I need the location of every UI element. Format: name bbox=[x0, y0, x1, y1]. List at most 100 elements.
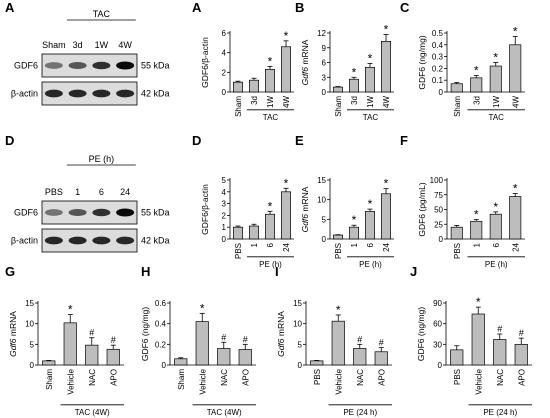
blot-row-label: β-actin bbox=[11, 89, 38, 99]
blot-band bbox=[68, 61, 87, 70]
x-tick-label: NAC bbox=[220, 369, 229, 386]
significance-asterisk: * bbox=[336, 303, 341, 317]
x-tick-label: 3d bbox=[350, 96, 359, 105]
x-tick-label: 24 bbox=[282, 242, 291, 251]
blot-band bbox=[92, 236, 111, 245]
panel-label: A bbox=[5, 0, 15, 15]
blot-header-label: PE (h) bbox=[89, 154, 115, 164]
bar bbox=[281, 46, 291, 93]
bar-chart-h: H 0 0.2 0.4 0.6 GDF6 (ng/mg) Sham * Vehicle # NAC #… bbox=[140, 264, 256, 417]
significance-asterisk: * bbox=[368, 197, 373, 211]
x-tick-label: 3d bbox=[472, 96, 481, 105]
group-label: TAC bbox=[489, 113, 505, 122]
y-tick-label: 12 bbox=[317, 29, 326, 38]
y-tick-label: 0 bbox=[439, 235, 444, 244]
blot-band bbox=[68, 236, 87, 245]
significance-asterisk: * bbox=[268, 199, 273, 213]
blot-membrane bbox=[41, 53, 138, 78]
x-tick-label: APO bbox=[377, 369, 386, 386]
bar bbox=[249, 225, 259, 240]
y-tick-label: 4 bbox=[222, 188, 227, 197]
blot-row-label: GDF6 bbox=[14, 61, 38, 71]
significance-asterisk: * bbox=[384, 22, 389, 36]
bar bbox=[509, 196, 522, 240]
y-tick-label: 3 bbox=[322, 73, 327, 82]
x-tick-label: Vehicle bbox=[334, 368, 343, 394]
bar bbox=[233, 226, 243, 240]
y-axis-label-gene: Gdf6 bbox=[300, 67, 310, 86]
blot-band bbox=[116, 236, 135, 245]
bar bbox=[63, 322, 77, 366]
western-blot-a: A TAC Sham 3d 1W 4W GDF6 55 kDa β-actin 42 kDa bbox=[5, 0, 170, 106]
x-tick-label: Sham bbox=[234, 96, 243, 117]
lane-label: 1 bbox=[75, 187, 80, 197]
x-tick-label: 4W bbox=[282, 96, 291, 108]
significance-asterisk: * bbox=[513, 182, 518, 196]
y-tick-label: 0 bbox=[162, 361, 167, 370]
x-tick-label: Sham bbox=[453, 96, 462, 117]
significance-hash: # bbox=[497, 324, 502, 334]
y-tick-label: 10 bbox=[25, 320, 34, 329]
group-label: TAC bbox=[363, 113, 379, 122]
bar bbox=[238, 349, 252, 366]
panel-label: I bbox=[275, 264, 279, 279]
blot-size-label: 55 kDa bbox=[141, 208, 170, 218]
y-tick-label: 15 bbox=[25, 299, 34, 308]
significance-asterisk: * bbox=[493, 51, 498, 65]
panel-label: D bbox=[5, 133, 14, 148]
y-axis-label-gene: Gdf6 bbox=[8, 338, 18, 357]
blot-band bbox=[92, 89, 111, 98]
blot-size-label: 55 kDa bbox=[141, 61, 170, 71]
x-tick-label: 24 bbox=[382, 242, 391, 251]
y-axis-label: Gdf6 mRNA bbox=[300, 186, 310, 232]
panel-label: A bbox=[192, 0, 202, 15]
group-label: TAC (4W) bbox=[75, 408, 110, 417]
x-tick-label: NAC bbox=[496, 369, 505, 386]
bar bbox=[106, 348, 120, 366]
blot-band bbox=[116, 89, 135, 98]
y-axis-label-text: GDF6/β-actin bbox=[200, 37, 210, 88]
blot-row-label: GDF6 bbox=[14, 208, 38, 218]
y-tick-label: 0 bbox=[30, 361, 35, 370]
y-axis-label: Gdf6 mRNA bbox=[8, 311, 18, 357]
y-axis-label-text: mRNA bbox=[300, 39, 310, 67]
y-tick-label: 0.3 bbox=[432, 53, 444, 62]
y-tick-label: 0.4 bbox=[155, 320, 167, 329]
blot-band bbox=[92, 61, 111, 70]
significance-asterisk: * bbox=[476, 295, 481, 309]
significance-hash: # bbox=[243, 334, 248, 344]
bar bbox=[349, 78, 359, 93]
lane-label: Sham bbox=[42, 40, 66, 50]
y-axis-label: GDF6/β-actin bbox=[200, 37, 210, 88]
x-tick-label: APO bbox=[109, 369, 118, 386]
group-label: PE (h) bbox=[359, 260, 382, 269]
x-tick-label: 3d bbox=[250, 96, 259, 105]
y-axis-label-text: GDF6 (pg/mL) bbox=[417, 182, 427, 236]
y-tick-label: 0 bbox=[222, 235, 227, 244]
y-tick-label: 0.5 bbox=[432, 29, 444, 38]
y-tick-label: 75 bbox=[434, 191, 443, 200]
y-tick-label: 90 bbox=[433, 299, 442, 308]
y-tick-label: 60 bbox=[433, 320, 442, 329]
y-tick-label: 6 bbox=[322, 59, 327, 68]
bar bbox=[509, 44, 522, 93]
bar bbox=[249, 79, 259, 93]
y-axis-label-gene: Gdf6 bbox=[300, 214, 310, 233]
x-tick-label: PBS bbox=[234, 243, 243, 259]
blot-band bbox=[92, 208, 111, 217]
y-axis-label-text: GDF6 (ng/mg) bbox=[416, 307, 426, 361]
y-tick-label: 10 bbox=[293, 320, 302, 329]
blot-band bbox=[44, 89, 63, 98]
panel-label: C bbox=[400, 0, 410, 15]
y-tick-label: 0 bbox=[439, 88, 444, 97]
significance-asterisk: * bbox=[284, 29, 289, 43]
x-tick-label: Vehicle bbox=[198, 368, 207, 394]
group-label: PE (h) bbox=[259, 260, 282, 269]
blot-band bbox=[68, 89, 87, 98]
x-tick-label: APO bbox=[241, 369, 250, 386]
lane-label: 1W bbox=[95, 40, 109, 50]
y-tick-label: 5 bbox=[222, 176, 227, 185]
y-tick-label: 30 bbox=[433, 340, 442, 349]
